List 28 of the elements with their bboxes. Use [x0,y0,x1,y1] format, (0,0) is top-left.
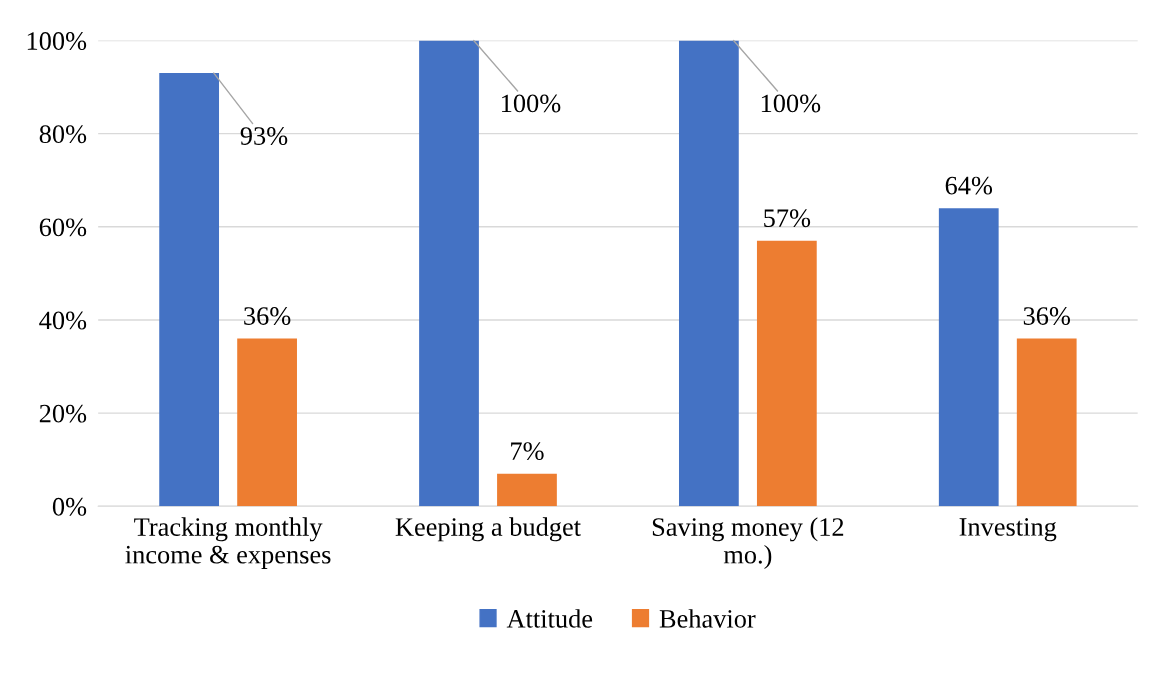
y-tick-label: 20% [39,404,87,423]
data-label: 7% [511,442,544,461]
bar [756,240,817,507]
data-label: 57% [764,209,811,228]
bar [679,40,739,507]
data-label: 93% [240,127,288,145]
bar [497,473,557,507]
legend-label: Attitude [506,609,593,628]
bar [1016,338,1077,507]
bar [159,73,220,507]
data-label: 100% [502,94,561,113]
y-tick-label: 80% [39,125,87,144]
x-tick-label: Investing [959,518,1057,542]
bar [237,338,297,507]
y-tick-label: 100% [27,32,87,50]
y-tick-label: 0% [52,497,87,516]
bar [938,208,999,507]
x-tick-label: Tracking monthly income & expenses [125,517,331,569]
data-label: 36% [244,307,291,325]
data-label: 36% [1023,307,1070,325]
y-tick-label: 60% [39,218,87,237]
bar [419,40,479,507]
legend-label: Behavior [659,609,756,628]
x-tick-label: Keeping a budget [395,517,581,542]
data-label: 100% [761,94,821,113]
y-tick-label: 40% [39,311,87,330]
data-label: 64% [945,176,993,195]
x-tick-label: Saving money (12 mo.) [652,517,844,569]
